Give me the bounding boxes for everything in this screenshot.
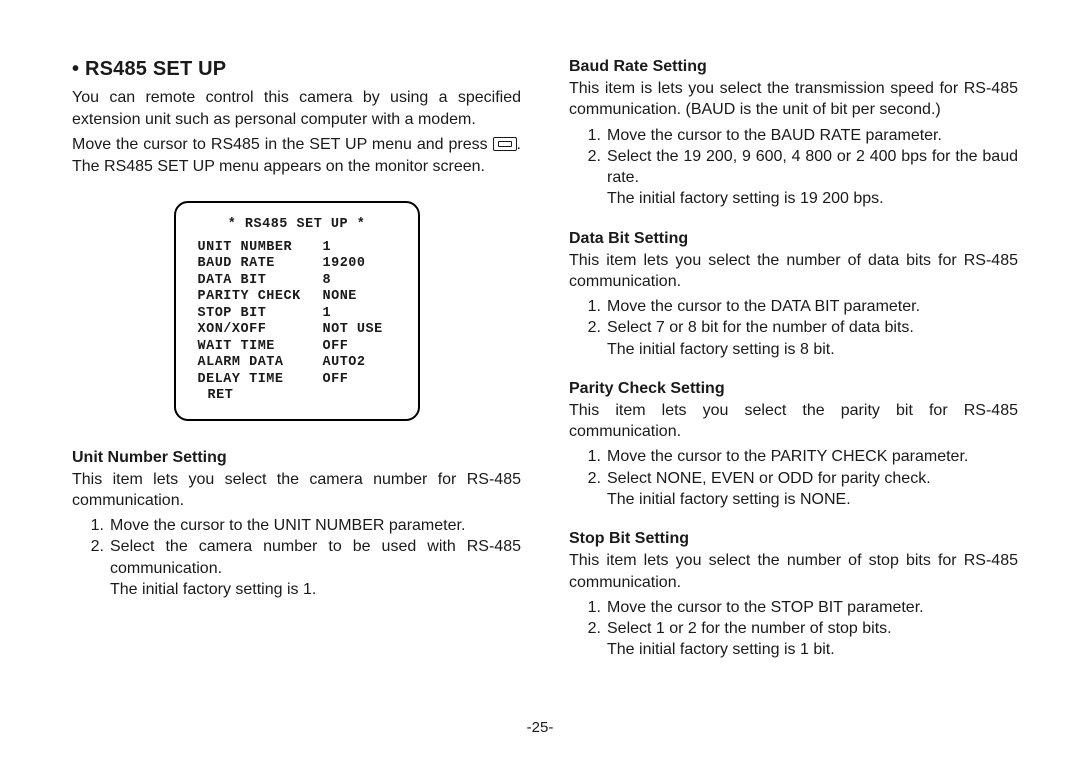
osd-menu-box: * RS485 SET UP * UNIT NUMBER1 BAUD RATE1…	[174, 201, 420, 420]
osd-value: 1	[323, 306, 332, 322]
step-number: 1.	[84, 515, 104, 536]
osd-title: * RS485 SET UP *	[198, 217, 396, 233]
intro-paragraph-2: Move the cursor to RS485 in the SET UP m…	[72, 134, 521, 177]
step-text: Select the camera number to be used with…	[110, 538, 521, 576]
step-number: 2.	[581, 468, 601, 489]
sub-intro: This item lets you select the camera num…	[72, 469, 521, 512]
osd-value: OFF	[323, 339, 349, 355]
unit-number-section: Unit Number Setting This item lets you s…	[72, 449, 521, 601]
step-item: 2.Select 7 or 8 bit for the number of da…	[591, 317, 1018, 338]
initial-setting: The initial factory setting is 1 bit.	[591, 639, 1018, 660]
steps-list: 1. Move the cursor to the BAUD RATE param…	[569, 125, 1018, 210]
osd-label: WAIT TIME	[198, 339, 323, 355]
step-text: Select the 19 200, 9 600, 4 800 or 2 400…	[607, 148, 1018, 186]
page-number: -25-	[0, 719, 1080, 736]
intro-2-pre: Move the cursor to RS485 in the SET UP m…	[72, 136, 493, 153]
osd-label: UNIT NUMBER	[198, 240, 323, 256]
osd-row: STOP BIT1	[198, 306, 396, 322]
osd-label: XON/XOFF	[198, 322, 323, 338]
sub-intro: This item lets you select the parity bit…	[569, 400, 1018, 443]
step-text: Select 7 or 8 bit for the number of data…	[607, 319, 914, 336]
osd-row: BAUD RATE19200	[198, 256, 396, 272]
section-heading: • RS485 SET UP	[72, 58, 521, 81]
step-item: 1.Move the cursor to the UNIT NUMBER par…	[94, 515, 521, 536]
stop-bit-section: Stop Bit Setting This item lets you sele…	[569, 530, 1018, 660]
osd-row: DELAY TIMEOFF	[198, 372, 396, 388]
step-number: 2.	[84, 536, 104, 557]
step-item: 1.Move the cursor to the PARITY CHECK pa…	[591, 446, 1018, 467]
sub-intro: This item lets you select the number of …	[569, 250, 1018, 293]
step-text: Select NONE, EVEN or ODD for parity chec…	[607, 470, 931, 487]
osd-label: DELAY TIME	[198, 372, 323, 388]
step-item: 2.Select NONE, EVEN or ODD for parity ch…	[591, 468, 1018, 489]
osd-row: PARITY CHECKNONE	[198, 289, 396, 305]
sub-heading: Stop Bit Setting	[569, 530, 1018, 548]
initial-setting: The initial factory setting is NONE.	[591, 489, 1018, 510]
bullet: •	[72, 58, 79, 80]
osd-row: UNIT NUMBER1	[198, 240, 396, 256]
steps-list: 1. Move the cursor to the STOP BIT parame…	[569, 597, 1018, 661]
osd-value: OFF	[323, 372, 349, 388]
step-item: 2.Select 1 or 2 for the number of stop b…	[591, 618, 1018, 639]
osd-row: DATA BIT8	[198, 273, 396, 289]
step-number: 1.	[581, 597, 601, 618]
menu-button-icon	[493, 137, 517, 151]
step-number: 1.	[581, 296, 601, 317]
heading-text: RS485 SET UP	[85, 58, 226, 80]
sub-heading: Parity Check Setting	[569, 380, 1018, 398]
step-text: Move the cursor to the BAUD RATE paramet…	[607, 127, 942, 144]
osd-value: AUTO2	[323, 355, 366, 371]
step-item: 1.Move the cursor to the BAUD RATE param…	[591, 125, 1018, 146]
step-text: Move the cursor to the STOP BIT paramete…	[607, 599, 924, 616]
sub-intro: This item lets you select the number of …	[569, 550, 1018, 593]
initial-setting: The initial factory setting is 8 bit.	[591, 339, 1018, 360]
osd-row: XON/XOFFNOT USE	[198, 322, 396, 338]
step-item: 1.Move the cursor to the DATA BIT parame…	[591, 296, 1018, 317]
osd-value: 8	[323, 273, 332, 289]
osd-label: BAUD RATE	[198, 256, 323, 272]
osd-label: DATA BIT	[198, 273, 323, 289]
step-number: 2.	[581, 146, 601, 167]
initial-setting: The initial factory setting is 1.	[94, 579, 521, 600]
initial-setting: The initial factory setting is 19 200 bp…	[591, 188, 1018, 209]
left-column: • RS485 SET UP You can remote control th…	[72, 58, 521, 738]
step-text: Move the cursor to the PARITY CHECK para…	[607, 448, 968, 465]
osd-row: ALARM DATAAUTO2	[198, 355, 396, 371]
step-number: 1.	[581, 125, 601, 146]
step-item: 1.Move the cursor to the STOP BIT parame…	[591, 597, 1018, 618]
baud-rate-section: Baud Rate Setting This item is lets you …	[569, 58, 1018, 210]
osd-label: PARITY CHECK	[198, 289, 323, 305]
step-item: 2.Select the 19 200, 9 600, 4 800 or 2 4…	[591, 146, 1018, 189]
sub-heading: Unit Number Setting	[72, 449, 521, 467]
steps-list: 1. Move the cursor to the UNIT NUMBER par…	[72, 515, 521, 600]
step-number: 2.	[581, 317, 601, 338]
osd-value: NONE	[323, 289, 357, 305]
right-column: Baud Rate Setting This item is lets you …	[569, 58, 1018, 738]
sub-intro: This item is lets you select the transmi…	[569, 78, 1018, 121]
osd-row: WAIT TIMEOFF	[198, 339, 396, 355]
intro-paragraph-1: You can remote control this camera by us…	[72, 87, 521, 130]
manual-page: • RS485 SET UP You can remote control th…	[0, 0, 1080, 758]
sub-heading: Baud Rate Setting	[569, 58, 1018, 76]
step-text: Move the cursor to the UNIT NUMBER param…	[110, 517, 465, 534]
data-bit-section: Data Bit Setting This item lets you sele…	[569, 230, 1018, 360]
osd-value: NOT USE	[323, 322, 383, 338]
osd-label: STOP BIT	[198, 306, 323, 322]
step-text: Move the cursor to the DATA BIT paramete…	[607, 298, 920, 315]
step-number: 1.	[581, 446, 601, 467]
osd-value: 1	[323, 240, 332, 256]
step-item: 2.Select the camera number to be used wi…	[94, 536, 521, 579]
step-text: Select 1 or 2 for the number of stop bit…	[607, 620, 892, 637]
osd-label: ALARM DATA	[198, 355, 323, 371]
osd-value: 19200	[323, 256, 366, 272]
parity-check-section: Parity Check Setting This item lets you …	[569, 380, 1018, 510]
step-number: 2.	[581, 618, 601, 639]
sub-heading: Data Bit Setting	[569, 230, 1018, 248]
steps-list: 1. Move the cursor to the DATA BIT parame…	[569, 296, 1018, 360]
osd-ret: RET	[198, 388, 396, 404]
steps-list: 1. Move the cursor to the PARITY CHECK pa…	[569, 446, 1018, 510]
